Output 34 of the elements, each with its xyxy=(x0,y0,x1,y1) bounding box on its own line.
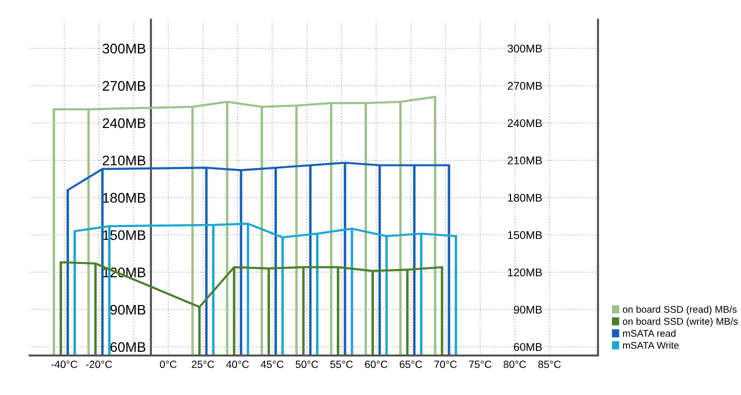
x-tick-label: -20°C xyxy=(86,360,112,368)
y-tick-label: 90MB xyxy=(110,304,146,315)
y-tick-label: 60MB xyxy=(110,342,146,352)
y2-tick-label: 210MB xyxy=(508,156,542,164)
y2-tick-label: 90MB xyxy=(514,306,542,314)
x-tick-label: 65°C xyxy=(400,360,422,368)
y-tick-label: 270MB xyxy=(102,80,146,91)
y-tick-label: 180MB xyxy=(103,192,146,203)
y-tick-label: 240MB xyxy=(102,118,146,128)
y2-tick-label: 60MB xyxy=(514,343,542,351)
y2-tick-label: 300MB xyxy=(508,44,542,52)
x-tick-label: 75°C xyxy=(469,360,492,368)
x-tick-label: 50°C xyxy=(296,360,318,368)
x-tick-label: 40°C xyxy=(226,360,249,368)
legend-label: on board SSD (read) MB/s xyxy=(622,306,737,315)
y2-tick-label: 270MB xyxy=(508,82,542,90)
x-tick-label: 25°C xyxy=(192,360,214,368)
legend-label: mSATA read xyxy=(623,330,676,337)
legend-label: mSATA Write xyxy=(623,342,679,349)
legend-label: on board SSD (write) MB/s xyxy=(622,318,738,327)
x-tick-label: 80°C xyxy=(504,360,526,368)
y-tick-label: 300MB xyxy=(102,44,146,54)
y2-tick-label: 150MB xyxy=(508,231,542,240)
x-tick-label: 85°C xyxy=(538,360,561,368)
x-tick-label: 55°C xyxy=(330,360,353,368)
x-tick-label: -40°C xyxy=(51,360,78,368)
x-tick-label: 45°C xyxy=(260,360,284,368)
x-tick-label: 0°C xyxy=(160,360,177,368)
y2-tick-label: 240MB xyxy=(508,119,542,128)
y-tick-label: 210MB xyxy=(102,156,146,166)
x-tick-label: 70°C xyxy=(434,360,457,368)
x-tick-label: 60°C xyxy=(365,360,388,368)
y2-tick-label: 180MB xyxy=(508,194,542,202)
y2-tick-label: 120MB xyxy=(508,268,542,276)
